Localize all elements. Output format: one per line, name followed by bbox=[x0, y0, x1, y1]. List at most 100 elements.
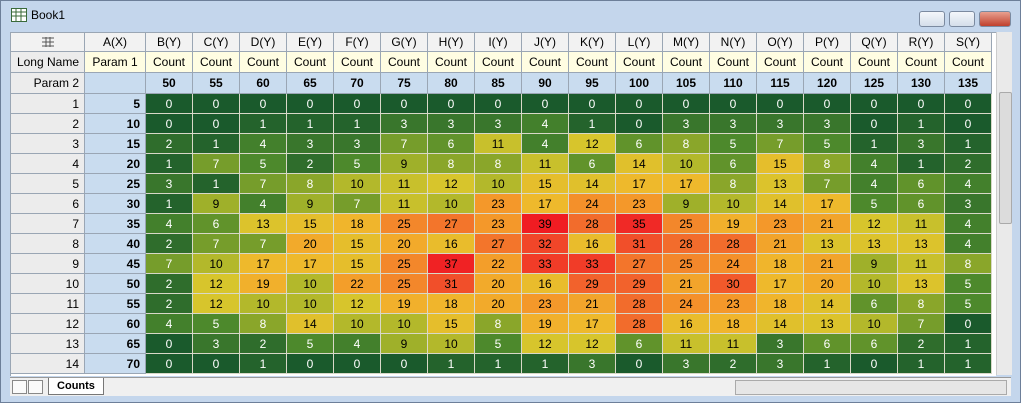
tab-next[interactable] bbox=[28, 380, 43, 394]
count-cell: 8 bbox=[663, 134, 710, 154]
count-cell: 27 bbox=[428, 214, 475, 234]
tab-prev[interactable] bbox=[12, 380, 27, 394]
x-value-cell: 40 bbox=[85, 234, 146, 254]
count-cell: 23 bbox=[522, 294, 569, 314]
count-cell: 1 bbox=[898, 354, 945, 374]
count-cell: 1 bbox=[898, 154, 945, 174]
count-cell: 10 bbox=[287, 294, 334, 314]
count-cell: 10 bbox=[428, 334, 475, 354]
book-icon bbox=[11, 8, 27, 22]
x-value-cell: 60 bbox=[85, 314, 146, 334]
x-value-cell: 45 bbox=[85, 254, 146, 274]
count-cell: 21 bbox=[569, 294, 616, 314]
count-cell: 17 bbox=[287, 254, 334, 274]
count-cell: 11 bbox=[475, 134, 522, 154]
minimize-button[interactable] bbox=[919, 11, 945, 27]
count-cell: 6 bbox=[710, 154, 757, 174]
count-cell: 9 bbox=[381, 334, 428, 354]
count-cell: 0 bbox=[804, 94, 851, 114]
count-cell: 13 bbox=[804, 234, 851, 254]
maximize-button[interactable] bbox=[949, 11, 975, 27]
count-cell: 0 bbox=[287, 354, 334, 374]
count-cell: 4 bbox=[522, 114, 569, 134]
count-cell: 1 bbox=[898, 114, 945, 134]
long-name-cell: Count bbox=[945, 52, 992, 73]
count-cell: 7 bbox=[193, 234, 240, 254]
count-cell: 17 bbox=[240, 254, 287, 274]
param2-cell: 75 bbox=[381, 73, 428, 94]
long-name-cell: Count bbox=[569, 52, 616, 73]
count-cell: 4 bbox=[945, 214, 992, 234]
count-cell: 4 bbox=[334, 334, 381, 354]
count-cell: 3 bbox=[757, 114, 804, 134]
count-cell: 2 bbox=[710, 354, 757, 374]
param2-cell: 105 bbox=[663, 73, 710, 94]
count-cell: 11 bbox=[898, 254, 945, 274]
count-cell: 18 bbox=[428, 294, 475, 314]
sheet-tab[interactable]: Counts bbox=[48, 378, 104, 395]
count-cell: 2 bbox=[240, 334, 287, 354]
param2-cell: 80 bbox=[428, 73, 475, 94]
count-cell: 9 bbox=[663, 194, 710, 214]
window-title: Book1 bbox=[31, 8, 66, 22]
count-cell: 20 bbox=[381, 234, 428, 254]
long-name-cell: Count bbox=[381, 52, 428, 73]
vertical-scrollbar[interactable] bbox=[996, 32, 1012, 375]
close-button[interactable] bbox=[979, 11, 1011, 27]
count-cell: 8 bbox=[475, 314, 522, 334]
count-cell: 21 bbox=[663, 274, 710, 294]
count-cell: 3 bbox=[710, 114, 757, 134]
count-cell: 14 bbox=[757, 314, 804, 334]
count-cell: 6 bbox=[193, 214, 240, 234]
count-cell: 10 bbox=[710, 194, 757, 214]
count-cell: 0 bbox=[616, 354, 663, 374]
count-cell: 31 bbox=[616, 234, 663, 254]
long-name-cell: Count bbox=[804, 52, 851, 73]
count-cell: 18 bbox=[757, 254, 804, 274]
count-cell: 12 bbox=[569, 334, 616, 354]
count-cell: 10 bbox=[334, 174, 381, 194]
param2-cell: 60 bbox=[240, 73, 287, 94]
count-cell: 13 bbox=[804, 314, 851, 334]
count-cell: 5 bbox=[193, 314, 240, 334]
count-cell: 12 bbox=[569, 134, 616, 154]
count-cell: 32 bbox=[522, 234, 569, 254]
count-cell: 20 bbox=[804, 274, 851, 294]
count-cell: 6 bbox=[804, 334, 851, 354]
count-cell: 5 bbox=[475, 334, 522, 354]
count-cell: 22 bbox=[475, 254, 522, 274]
count-cell: 7 bbox=[146, 254, 193, 274]
bottom-bar: Counts bbox=[10, 377, 1011, 396]
count-cell: 15 bbox=[287, 214, 334, 234]
param2-cell: 100 bbox=[616, 73, 663, 94]
count-cell: 17 bbox=[757, 274, 804, 294]
row-number: 1 bbox=[11, 94, 85, 114]
count-cell: 9 bbox=[851, 254, 898, 274]
count-cell: 19 bbox=[710, 214, 757, 234]
count-cell: 14 bbox=[804, 294, 851, 314]
count-cell: 5 bbox=[851, 194, 898, 214]
count-cell: 1 bbox=[945, 354, 992, 374]
count-cell: 5 bbox=[240, 154, 287, 174]
count-cell: 14 bbox=[616, 154, 663, 174]
count-cell: 21 bbox=[757, 234, 804, 254]
count-cell: 3 bbox=[146, 174, 193, 194]
column-header: C(Y) bbox=[193, 33, 240, 52]
column-header: N(Y) bbox=[710, 33, 757, 52]
count-cell: 13 bbox=[898, 234, 945, 254]
count-cell: 8 bbox=[710, 174, 757, 194]
count-cell: 9 bbox=[287, 194, 334, 214]
param2-cell bbox=[85, 73, 146, 94]
horizontal-scrollbar[interactable] bbox=[735, 380, 1007, 395]
count-cell: 0 bbox=[851, 114, 898, 134]
count-cell: 4 bbox=[851, 154, 898, 174]
row-number: 7 bbox=[11, 214, 85, 234]
count-cell: 4 bbox=[945, 234, 992, 254]
count-cell: 14 bbox=[287, 314, 334, 334]
count-cell: 0 bbox=[851, 94, 898, 114]
count-cell: 10 bbox=[663, 154, 710, 174]
count-cell: 10 bbox=[381, 314, 428, 334]
row-number: 11 bbox=[11, 294, 85, 314]
x-value-cell: 15 bbox=[85, 134, 146, 154]
param2-cell: 110 bbox=[710, 73, 757, 94]
